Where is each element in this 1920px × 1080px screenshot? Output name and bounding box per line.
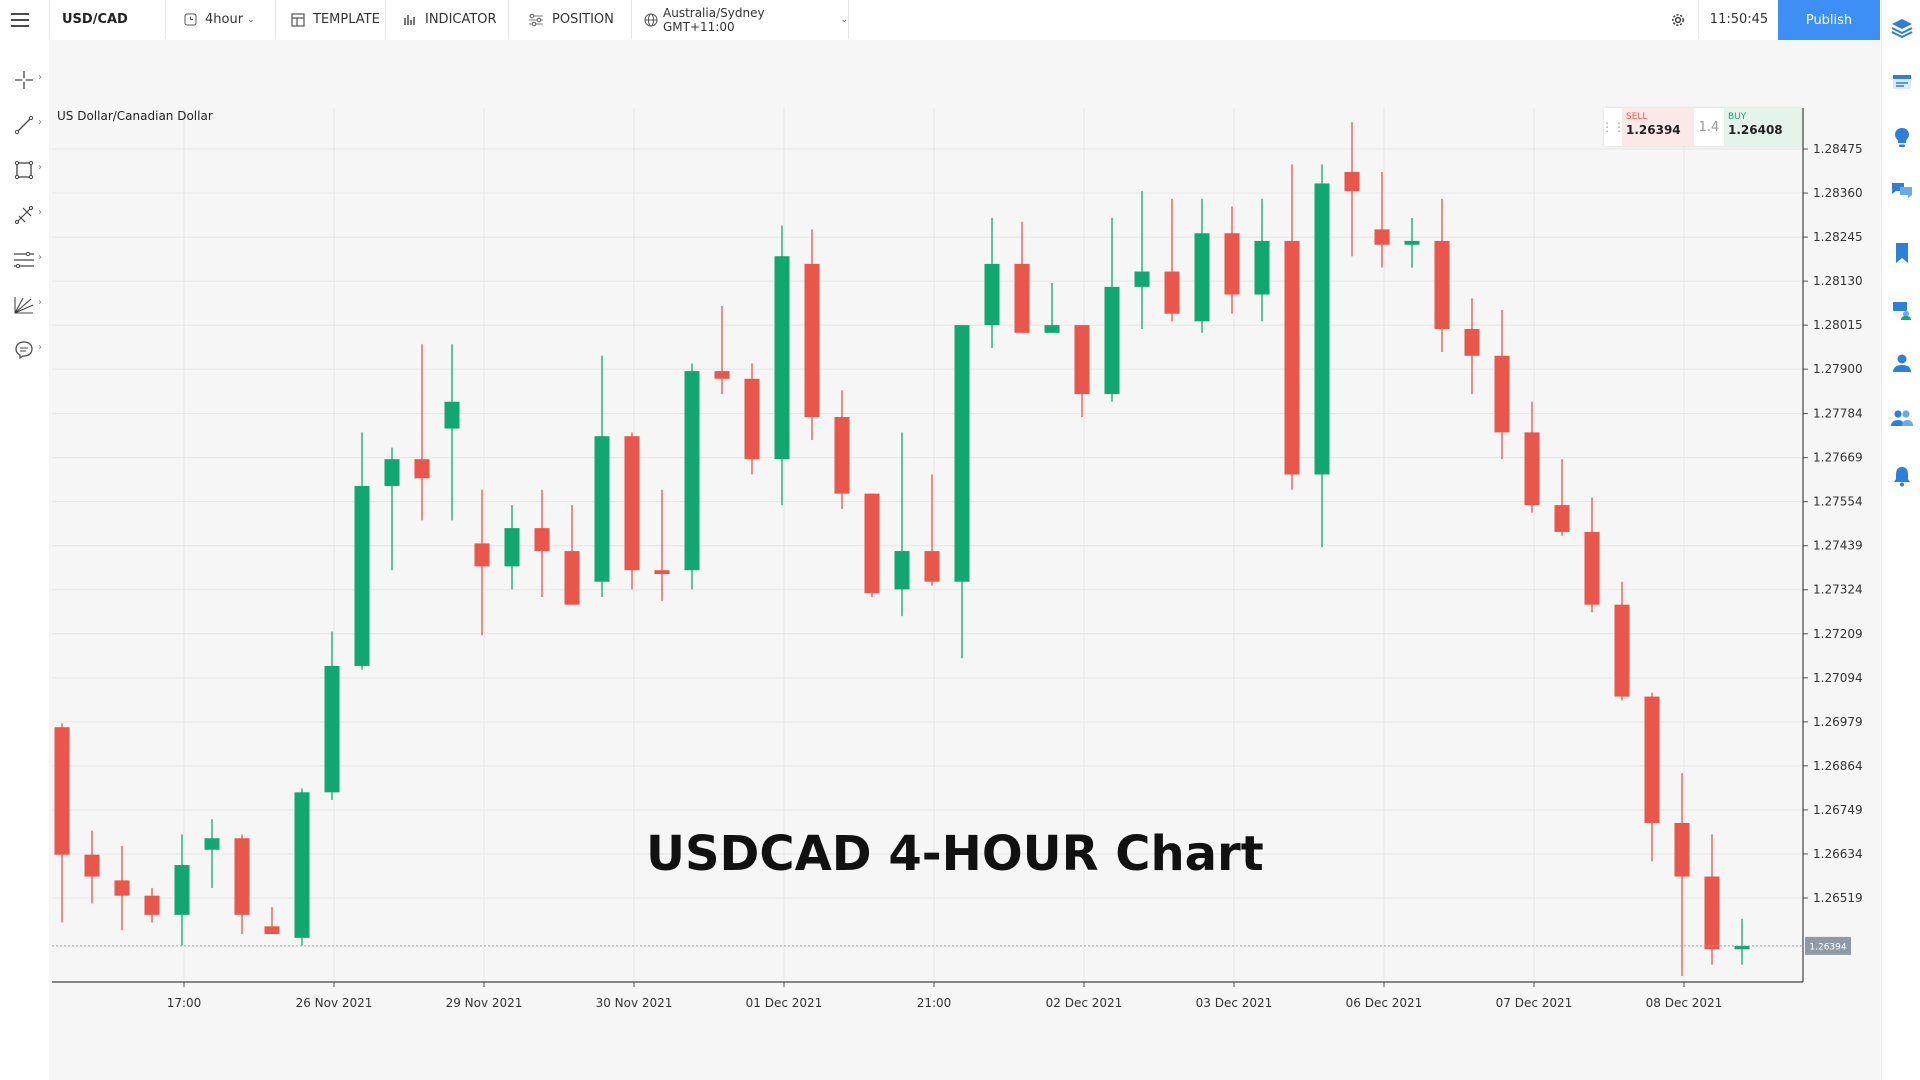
fibonacci-icon xyxy=(14,251,34,269)
pitchfork-icon xyxy=(15,206,33,224)
globe-icon xyxy=(644,12,658,27)
template-label: TEMPLATE xyxy=(313,12,380,27)
chevron-down-icon: ⌄ xyxy=(840,14,848,25)
chevron-right-icon: › xyxy=(38,342,42,353)
trend-line-icon xyxy=(14,115,34,135)
pitchfork-tool[interactable]: › xyxy=(0,195,48,235)
layers-icon[interactable] xyxy=(1882,10,1920,46)
sell-label: SELL xyxy=(1626,112,1648,122)
chevron-right-icon: › xyxy=(38,162,42,173)
crosshair-icon xyxy=(15,71,33,89)
right-sidebar xyxy=(1881,0,1920,1080)
position-label: POSITION xyxy=(552,12,614,27)
instrument-name: US Dollar/Canadian Dollar xyxy=(57,109,213,123)
template-button[interactable]: TEMPLATE xyxy=(275,0,385,39)
indicator-label: INDICATOR xyxy=(425,12,497,27)
rectangle-icon xyxy=(14,160,34,180)
interval-label: 4hour xyxy=(205,12,244,27)
chart-overlay-title: USDCAD 4-HOUR Chart xyxy=(646,826,1264,882)
annotation-tool[interactable]: › xyxy=(0,330,48,370)
interval-selector[interactable]: 4hour ⌄ xyxy=(165,0,275,39)
chevron-right-icon: › xyxy=(38,72,42,83)
chevron-right-icon: › xyxy=(38,297,42,308)
template-icon xyxy=(291,12,305,27)
spread-value: 1.4 xyxy=(1698,119,1720,135)
clock-icon xyxy=(184,13,197,26)
timezone-label: Australia/Sydney GMT+11:00 xyxy=(663,5,765,34)
chevron-right-icon: › xyxy=(38,252,42,263)
trend-line-tool[interactable]: › xyxy=(0,105,48,145)
chevron-down-icon: ⌄ xyxy=(247,14,255,25)
timezone-selector[interactable]: Australia/Sydney GMT+11:00 ⌄ xyxy=(631,0,849,39)
menu-icon[interactable] xyxy=(0,0,40,40)
profile-settings-icon[interactable] xyxy=(1882,292,1920,328)
buy-label: BUY xyxy=(1728,112,1747,122)
position-button[interactable]: POSITION xyxy=(508,0,631,39)
sell-price: 1.26394 xyxy=(1626,123,1681,137)
gann-tool[interactable]: › xyxy=(0,285,48,325)
notifications-icon[interactable] xyxy=(1882,458,1920,494)
symbol-label: USD/CAD xyxy=(62,12,128,27)
community-icon[interactable] xyxy=(1882,400,1920,436)
rectangle-tool[interactable]: › xyxy=(0,150,48,190)
messages-icon[interactable] xyxy=(1882,172,1920,208)
indicator-button[interactable]: INDICATOR xyxy=(385,0,508,39)
watchlist-icon[interactable] xyxy=(1882,64,1920,100)
ideas-icon[interactable] xyxy=(1882,120,1920,156)
top-toolbar: USD/CAD 4hour ⌄ TEMPLATE INDICATOR POSIT… xyxy=(0,0,1920,40)
publish-button[interactable]: Publish xyxy=(1778,0,1880,40)
drag-handle-icon[interactable]: ⋮⋮ xyxy=(1601,120,1625,134)
trade-widget: ⋮⋮ SELL 1.26394 1.4 BUY 1.26408 xyxy=(1601,108,1802,146)
user-icon[interactable] xyxy=(1882,345,1920,381)
gann-fan-icon xyxy=(14,297,34,314)
drawing-toolbar: › › › › › › › xyxy=(0,40,48,1080)
bookmark-icon[interactable] xyxy=(1882,235,1920,271)
crosshair-tool[interactable]: › xyxy=(0,60,48,100)
gear-icon[interactable] xyxy=(1660,0,1695,39)
buy-button[interactable]: BUY 1.26408 xyxy=(1724,108,1802,146)
comment-icon xyxy=(15,341,33,360)
chevron-right-icon: › xyxy=(38,207,42,218)
position-icon xyxy=(528,13,544,27)
symbol-selector[interactable]: USD/CAD xyxy=(49,0,164,39)
indicator-icon xyxy=(403,14,417,26)
chevron-right-icon: › xyxy=(38,117,42,128)
sell-button[interactable]: SELL 1.26394 xyxy=(1622,108,1694,146)
fibonacci-tool[interactable]: › xyxy=(0,240,48,280)
clock-display: 11:50:45 xyxy=(1698,0,1779,39)
chart-area[interactable] xyxy=(49,40,1881,1080)
buy-price: 1.26408 xyxy=(1728,123,1783,137)
